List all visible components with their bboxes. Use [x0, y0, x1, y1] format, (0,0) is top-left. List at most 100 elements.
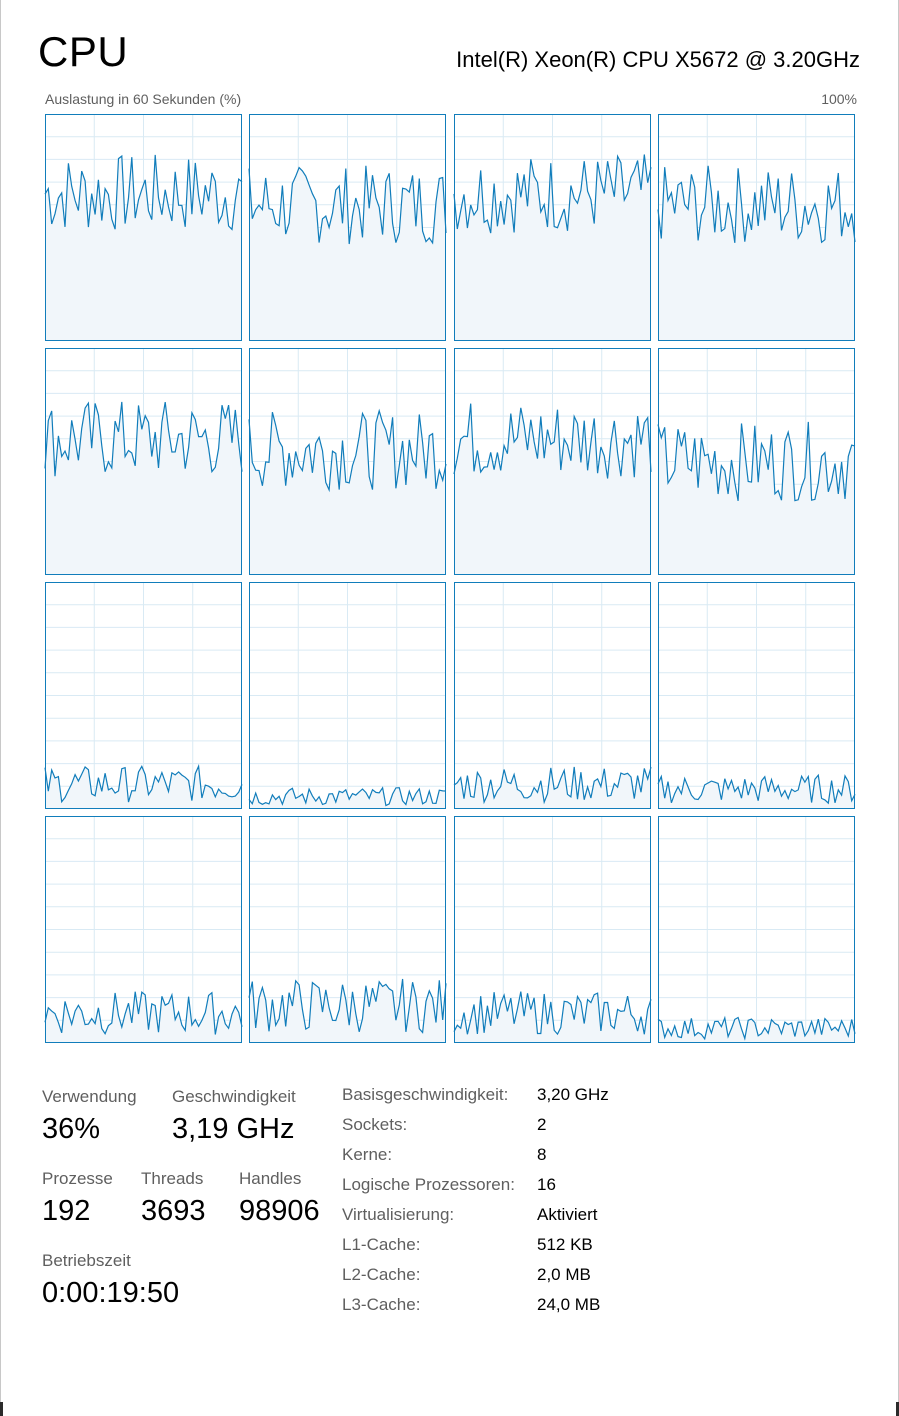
graph-border	[454, 816, 651, 1043]
cpu-usage-line	[453, 991, 652, 1036]
cpu-usage-line	[44, 401, 243, 477]
graph-border	[249, 582, 446, 809]
stat-usage: Verwendung 36%	[42, 1087, 137, 1146]
stat-handles: Handles 98906	[239, 1169, 320, 1228]
property-key: L1-Cache:	[342, 1235, 421, 1254]
cpu-usage-line	[657, 773, 856, 805]
stat-processes: Prozesse 192	[42, 1169, 113, 1228]
property-key: Kerne:	[342, 1145, 393, 1164]
cpu-usage-area	[454, 766, 651, 809]
cpu-usage-area	[454, 154, 651, 341]
cpu-graph-2	[453, 114, 652, 341]
graph-border	[658, 816, 855, 1043]
cpu-usage-area	[658, 165, 855, 341]
cpu-graph-11	[657, 582, 856, 809]
cpu-graph-7	[657, 348, 856, 575]
cpu-usage-area	[45, 401, 242, 575]
cpu-usage-line	[44, 763, 243, 804]
handles-label: Handles	[239, 1169, 302, 1188]
cpu-graph-15	[657, 816, 856, 1043]
graph-border	[45, 348, 242, 575]
graph-max-label: 100%	[821, 91, 857, 107]
graph-border	[45, 816, 242, 1043]
cpu-usage-area	[249, 979, 446, 1043]
processes-value: 192	[42, 1195, 91, 1227]
cpu-usage-line	[248, 786, 447, 807]
cpu-usage-line	[44, 990, 243, 1035]
graph-border	[249, 816, 446, 1043]
cpu-usage-line	[657, 1015, 856, 1041]
cpu-usage-line	[657, 421, 856, 502]
cpu-graph-13	[248, 816, 447, 1043]
speed-value: 3,19 GHz	[172, 1113, 295, 1145]
graph-border	[249, 348, 446, 575]
cpu-graph-9	[248, 582, 447, 809]
property-key: Sockets:	[342, 1115, 408, 1134]
cpu-graph-4	[44, 348, 243, 575]
cpu-usage-area	[249, 787, 446, 809]
cpu-usage-area	[249, 410, 446, 575]
cpu-usage-line	[453, 403, 652, 479]
property-value: 3,20 GHz	[537, 1085, 609, 1104]
property-key: Basisgeschwindigkeit:	[342, 1085, 509, 1104]
property-key: L3-Cache:	[342, 1295, 421, 1314]
property-value: 16	[537, 1175, 556, 1194]
cpu-usage-area	[658, 421, 855, 575]
stat-uptime: Betriebszeit 0:00:19:50	[42, 1251, 179, 1310]
graph-border	[249, 114, 446, 341]
speed-label: Geschwindigkeit	[172, 1087, 296, 1106]
cpu-usage-line	[248, 165, 447, 245]
graph-border	[658, 582, 855, 809]
graph-border	[454, 114, 651, 341]
cpu-graph-3	[657, 114, 856, 341]
corner-mark-left	[0, 1402, 3, 1416]
cpu-usage-line	[453, 766, 652, 805]
stat-threads: Threads 3693	[141, 1169, 206, 1228]
property-key: Logische Prozessoren:	[342, 1175, 515, 1194]
cpu-usage-line	[248, 978, 447, 1034]
handles-value: 98906	[239, 1195, 320, 1227]
cpu-graph-5	[248, 348, 447, 575]
uptime-label: Betriebszeit	[42, 1251, 131, 1270]
stat-speed: Geschwindigkeit 3,19 GHz	[172, 1087, 296, 1146]
graph-border	[658, 348, 855, 575]
cpu-usage-area	[249, 165, 446, 341]
property-key: L2-Cache:	[342, 1265, 421, 1284]
property-value: 24,0 MB	[537, 1295, 601, 1314]
usage-value: 36%	[42, 1113, 101, 1145]
cpu-graph-8	[44, 582, 243, 809]
graph-border	[454, 348, 651, 575]
property-value: 2	[537, 1115, 547, 1134]
uptime-value: 0:00:19:50	[42, 1277, 180, 1309]
cpu-usage-area	[454, 403, 651, 575]
cpu-usage-line	[453, 154, 652, 234]
property-value: 8	[537, 1145, 547, 1164]
graph-border	[45, 114, 242, 341]
cpu-model-name: Intel(R) Xeon(R) CPU X5672 @ 3.20GHz	[456, 47, 860, 72]
logical-processor-graphs[interactable]	[0, 0, 899, 1060]
property-key: Virtualisierung:	[342, 1205, 455, 1224]
cpu-graph-0	[44, 114, 243, 341]
threads-label: Threads	[141, 1169, 204, 1188]
cpu-usage-line	[657, 165, 856, 244]
cpu-graph-14	[453, 816, 652, 1043]
property-value: 2,0 MB	[537, 1265, 591, 1284]
page-title: CPU	[38, 28, 129, 75]
cpu-graph-12	[44, 816, 243, 1043]
cpu-graph-6	[453, 348, 652, 575]
cpu-usage-line	[44, 154, 243, 231]
cpu-graph-10	[453, 582, 652, 809]
graph-border	[658, 114, 855, 341]
cpu-usage-area	[45, 991, 242, 1043]
processes-label: Prozesse	[42, 1169, 113, 1188]
graph-border	[45, 582, 242, 809]
threads-value: 3693	[141, 1195, 206, 1227]
property-value: Aktiviert	[537, 1205, 598, 1224]
corner-mark-right	[896, 1402, 899, 1416]
graph-caption: Auslastung in 60 Sekunden (%)	[45, 91, 242, 107]
graph-border	[454, 582, 651, 809]
cpu-usage-line	[248, 408, 447, 493]
property-value: 512 KB	[537, 1235, 593, 1254]
usage-label: Verwendung	[42, 1087, 137, 1106]
window-edge-left	[0, 0, 1, 1416]
